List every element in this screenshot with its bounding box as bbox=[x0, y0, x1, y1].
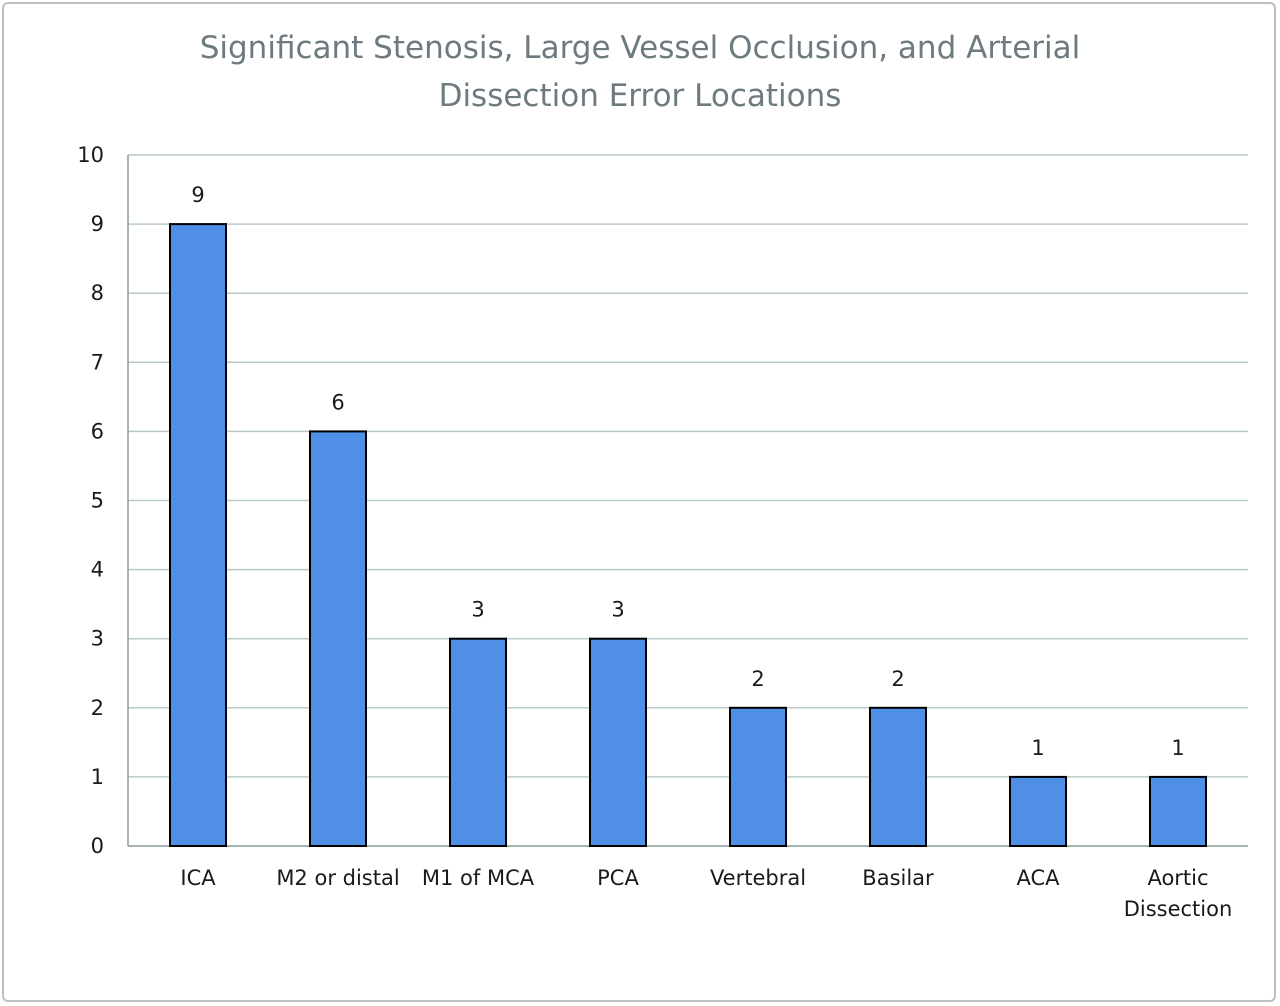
x-tick-label: M1 of MCA bbox=[422, 866, 535, 890]
y-tick-label: 2 bbox=[91, 696, 104, 720]
y-tick-label: 6 bbox=[91, 419, 104, 443]
data-labels: 9 6 3 3 2 2 1 1 bbox=[191, 183, 1184, 760]
data-label: 2 bbox=[751, 667, 764, 691]
gridlines bbox=[128, 154, 1248, 778]
bar-3 bbox=[589, 637, 647, 848]
y-tick-label: 1 bbox=[91, 765, 104, 789]
bar-1 bbox=[309, 430, 367, 847]
x-tick-labels: ICA M2 or distal M1 of MCA PCA Vertebral Basi… bbox=[180, 866, 1232, 921]
x-tick-label: M2 or distal bbox=[276, 866, 399, 890]
y-tick-label: 9 bbox=[91, 212, 104, 236]
y-tick-label: 10 bbox=[77, 143, 104, 167]
y-tick-label: 7 bbox=[91, 350, 104, 374]
y-tick-label: 8 bbox=[91, 281, 104, 305]
bar-0 bbox=[169, 223, 227, 848]
bar-6 bbox=[1009, 775, 1067, 848]
y-tick-label: 4 bbox=[91, 558, 104, 582]
x-tick-label: ACA bbox=[1016, 866, 1060, 890]
bars bbox=[169, 223, 1207, 848]
bar-5 bbox=[869, 706, 927, 847]
y-tick-label: 5 bbox=[91, 489, 104, 513]
x-tick-label: ICA bbox=[180, 866, 216, 890]
bar-7 bbox=[1149, 775, 1207, 848]
bar-4 bbox=[729, 706, 787, 847]
y-tick-labels: 0 1 2 3 4 5 6 7 8 9 10 bbox=[77, 143, 104, 858]
x-tick-label: Basilar bbox=[862, 866, 934, 890]
data-label: 3 bbox=[471, 598, 484, 622]
chart-title-line-1: Significant Stenosis, Large Vessel Occlu… bbox=[200, 30, 1081, 66]
y-tick-label: 3 bbox=[91, 627, 104, 651]
x-tick-label: Vertebral bbox=[710, 866, 806, 890]
data-label: 1 bbox=[1031, 736, 1044, 760]
chart-title-line-2: Dissection Error Locations bbox=[439, 78, 842, 114]
x-tick-label: Aortic bbox=[1147, 866, 1208, 890]
data-label: 3 bbox=[611, 598, 624, 622]
data-label: 1 bbox=[1171, 736, 1184, 760]
data-label: 2 bbox=[891, 667, 904, 691]
data-label: 9 bbox=[191, 183, 204, 207]
data-label: 6 bbox=[331, 390, 344, 414]
y-tick-label: 0 bbox=[91, 834, 104, 858]
bar-2 bbox=[449, 637, 507, 848]
x-tick-label: PCA bbox=[597, 866, 639, 890]
x-tick-label: Dissection bbox=[1124, 897, 1233, 921]
